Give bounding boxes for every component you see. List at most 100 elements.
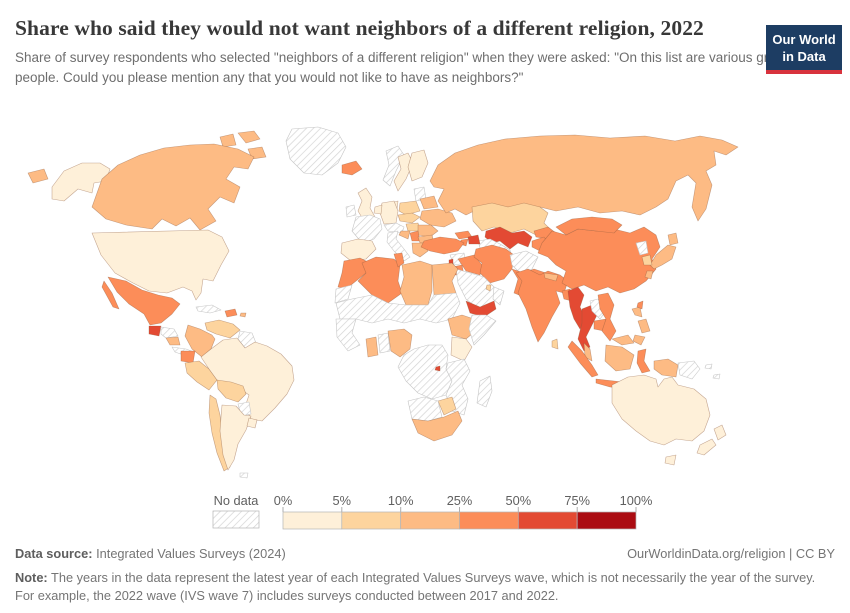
country-usa-alaska[interactable]	[51, 162, 111, 202]
country-honduras[interactable]	[160, 326, 179, 339]
country-puerto-rico[interactable]	[239, 312, 247, 318]
country-nepal[interactable]	[543, 272, 559, 282]
country-namibia-botswana[interactable]	[407, 396, 443, 422]
legend-bin-50-75[interactable]	[517, 511, 578, 530]
country-indonesia-sumatra[interactable]	[567, 340, 599, 378]
country-australia[interactable]	[611, 374, 711, 446]
country-ecuador[interactable]	[180, 350, 196, 364]
country-russia-wrap[interactable]	[27, 168, 49, 184]
country-mexico[interactable]	[107, 276, 181, 326]
country-australia-tasmania[interactable]	[664, 454, 677, 466]
country-indonesia-papua[interactable]	[653, 358, 679, 378]
country-algeria[interactable]	[357, 256, 403, 304]
country-new-zealand-north[interactable]	[713, 424, 727, 441]
country-malaysia-borneo[interactable]	[611, 334, 635, 346]
country-morocco[interactable]	[337, 257, 371, 290]
legend-bin-5-10[interactable]	[341, 511, 401, 530]
country-papua-new-guinea[interactable]	[677, 360, 701, 380]
country-czechia-slovakia[interactable]	[397, 212, 421, 224]
country-spain-portugal[interactable]	[340, 238, 377, 262]
country-zimbabwe[interactable]	[437, 396, 457, 416]
legend-bin-75-100[interactable]	[576, 511, 637, 530]
country-france[interactable]	[351, 214, 383, 244]
country-north-korea[interactable]	[635, 240, 649, 256]
country-libya[interactable]	[399, 260, 433, 306]
country-somalia[interactable]	[468, 314, 497, 346]
country-new-zealand-south[interactable]	[696, 438, 717, 456]
legend-bin-10-25[interactable]	[400, 511, 460, 530]
country-oman[interactable]	[492, 286, 505, 306]
country-ghana[interactable]	[365, 336, 379, 358]
country-japan-kyushu[interactable]	[644, 270, 654, 280]
country-indonesia-kalimantan[interactable]	[604, 344, 635, 372]
country-argentina[interactable]	[219, 404, 252, 471]
country-qatar[interactable]	[485, 284, 492, 292]
country-canada-arctic-2[interactable]	[219, 133, 237, 148]
country-belarus[interactable]	[419, 195, 439, 210]
country-tunisia[interactable]	[393, 252, 405, 268]
country-central-africa[interactable]	[397, 344, 453, 400]
country-greenland[interactable]	[285, 126, 347, 176]
country-egypt[interactable]	[431, 262, 459, 296]
country-iceland[interactable]	[341, 160, 363, 176]
country-benelux[interactable]	[373, 204, 383, 215]
country-japan-hokkaido[interactable]	[667, 232, 679, 246]
country-venezuela[interactable]	[204, 319, 241, 339]
country-afghanistan[interactable]	[509, 250, 539, 274]
country-vietnam[interactable]	[597, 292, 617, 342]
country-kenya[interactable]	[450, 336, 473, 362]
country-canada-arctic-1[interactable]	[237, 130, 261, 144]
legend-bin-0-5[interactable]	[282, 511, 343, 530]
country-falkland-islands[interactable]	[239, 472, 249, 479]
country-west-africa-coast[interactable]	[335, 318, 361, 352]
country-romania[interactable]	[417, 224, 439, 238]
country-uruguay[interactable]	[246, 417, 258, 429]
country-sri-lanka[interactable]	[551, 338, 559, 350]
country-japan-honshu[interactable]	[649, 244, 677, 270]
country-serbia[interactable]	[409, 230, 421, 242]
country-mongolia[interactable]	[555, 216, 623, 236]
country-cuba[interactable]	[195, 304, 222, 314]
legend-no-data-swatch[interactable]	[212, 510, 260, 529]
country-indonesia-sulawesi[interactable]	[636, 348, 651, 374]
country-poland[interactable]	[398, 200, 421, 216]
country-canada[interactable]	[91, 143, 255, 231]
country-finland[interactable]	[407, 149, 429, 182]
legend-bin-25-50[interactable]	[459, 511, 519, 530]
country-turkey[interactable]	[420, 236, 465, 255]
country-philippines-luzon[interactable]	[631, 306, 643, 318]
country-rwanda[interactable]	[434, 365, 441, 372]
country-yemen[interactable]	[465, 300, 497, 318]
country-italy[interactable]	[386, 230, 411, 262]
country-png-island-2[interactable]	[712, 373, 721, 380]
country-western-sahara[interactable]	[334, 284, 353, 304]
country-ukraine[interactable]	[419, 208, 457, 228]
country-norway[interactable]	[382, 145, 405, 187]
country-togo-benin[interactable]	[377, 332, 391, 354]
country-azerbaijan[interactable]	[467, 234, 481, 245]
country-guatemala[interactable]	[148, 325, 162, 337]
country-switzerland-austria[interactable]	[383, 222, 405, 234]
country-png-island-1[interactable]	[704, 363, 713, 370]
country-nicaragua[interactable]	[165, 336, 181, 346]
country-sweden[interactable]	[393, 152, 414, 192]
country-dominican-republic[interactable]	[224, 308, 238, 318]
country-usa[interactable]	[91, 229, 230, 301]
country-south-africa[interactable]	[411, 410, 463, 442]
country-madagascar[interactable]	[476, 375, 493, 408]
country-india[interactable]	[515, 268, 569, 343]
country-peru[interactable]	[184, 360, 218, 391]
country-ireland[interactable]	[345, 204, 357, 218]
country-iran[interactable]	[473, 244, 515, 284]
country-sahel-sudan[interactable]	[335, 292, 461, 324]
owid-logo[interactable]: Our World in Data	[766, 25, 842, 75]
country-philippines-mindanao[interactable]	[632, 334, 646, 346]
country-bolivia[interactable]	[216, 379, 247, 403]
country-laos[interactable]	[589, 298, 607, 320]
country-mexico-baja[interactable]	[101, 280, 120, 310]
country-south-korea[interactable]	[641, 254, 653, 266]
owid-link[interactable]: OurWorldinData.org/religion | CC BY	[627, 546, 835, 561]
country-nigeria[interactable]	[387, 328, 413, 358]
country-taiwan[interactable]	[636, 300, 644, 310]
country-bosnia-croatia[interactable]	[398, 230, 411, 240]
